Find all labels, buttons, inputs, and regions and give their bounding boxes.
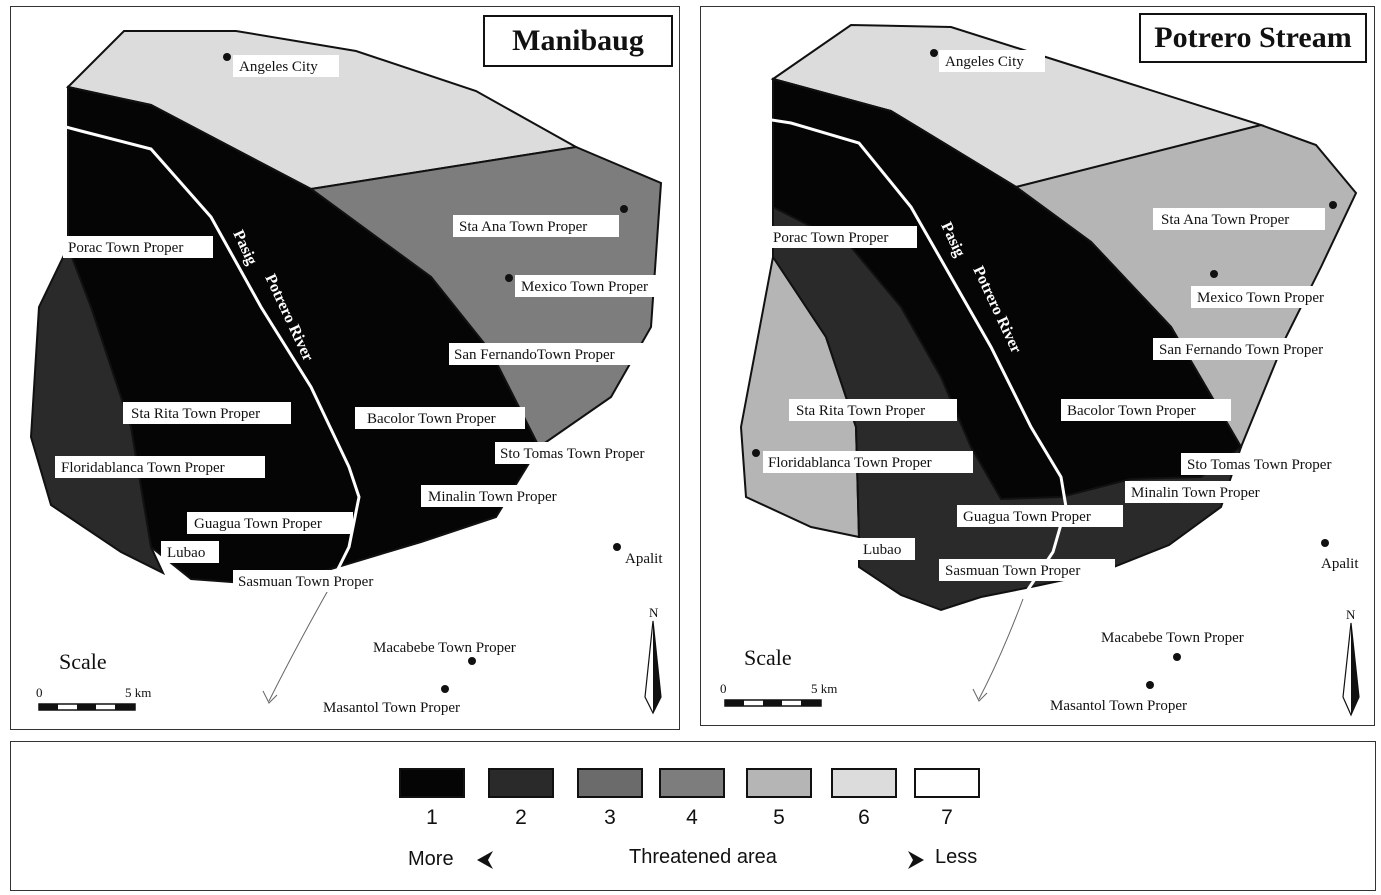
zone-class-2 xyxy=(29,244,166,576)
zone-class-1 xyxy=(772,77,1243,501)
river-line xyxy=(20,113,361,574)
place-label: Sasmuan Town Proper xyxy=(238,574,373,590)
legend-less: Less xyxy=(935,846,978,868)
place-label: Porac Town Proper xyxy=(773,230,888,246)
legend-class-label: 7 xyxy=(941,806,953,829)
place-label: Apalit xyxy=(625,551,663,567)
river-line xyxy=(726,111,1068,598)
legend-more: More xyxy=(408,848,454,870)
legend-swatch-7 xyxy=(914,768,980,798)
river-extension xyxy=(268,584,332,702)
map-title-manibaug: Manibaug xyxy=(483,15,673,67)
place-dot xyxy=(505,274,513,282)
place-label: Floridablanca Town Proper xyxy=(61,460,225,476)
legend-class-label: 2 xyxy=(515,806,527,829)
legend-swatch-2 xyxy=(488,768,554,798)
place-label: Macabebe Town Proper xyxy=(1101,630,1244,646)
scale-title: Scale xyxy=(744,645,792,670)
north-label: N xyxy=(1346,607,1356,622)
map-title-potrero-stream: Potrero Stream xyxy=(1139,13,1367,63)
place-label: Bacolor Town Proper xyxy=(1067,403,1196,419)
place-label: Guagua Town Proper xyxy=(194,516,322,532)
place-label: Minalin Town Proper xyxy=(1131,485,1260,501)
north-label: N xyxy=(649,605,659,620)
scale-bar xyxy=(38,703,136,711)
scale-title: Scale xyxy=(59,649,107,674)
legend-class-label: 3 xyxy=(604,806,616,829)
legend-class-label: 6 xyxy=(858,806,870,829)
place-dot xyxy=(620,205,628,213)
place-label: Lubao xyxy=(167,545,205,561)
scale-bar xyxy=(724,699,822,707)
legend-panel: 1 2 3 4 5 6 7 More Threatened area Less xyxy=(10,741,1376,891)
place-label: Sasmuan Town Proper xyxy=(945,563,1080,579)
place-label: Floridablanca Town Proper xyxy=(768,455,932,471)
place-dot xyxy=(468,657,476,665)
place-label: Masantol Town Proper xyxy=(1050,698,1187,714)
arrow-right-icon xyxy=(908,851,924,869)
place-label: Sta Rita Town Proper xyxy=(131,406,260,422)
map-panel-manibaug: Pasig Potrero River Angeles City Porac T… xyxy=(10,6,680,730)
place-label: Angeles City xyxy=(945,54,1024,70)
river-arrowhead xyxy=(972,688,988,702)
place-dot xyxy=(613,543,621,551)
legend-swatch-1 xyxy=(399,768,465,798)
arrow-left-icon xyxy=(477,851,493,869)
place-label: Mexico Town Proper xyxy=(521,279,648,295)
place-dot xyxy=(1329,201,1337,209)
legend-class-label: 4 xyxy=(686,806,698,829)
place-label: Lubao xyxy=(863,542,901,558)
place-label: Apalit xyxy=(1321,556,1359,572)
legend-swatch-4 xyxy=(659,768,725,798)
place-dot xyxy=(752,449,760,457)
place-label: Sta Ana Town Proper xyxy=(1161,212,1289,228)
place-label: Sta Ana Town Proper xyxy=(459,219,587,235)
legend-class-label: 5 xyxy=(773,806,785,829)
scale-end: 5 km xyxy=(125,685,151,700)
river-arrowhead xyxy=(262,690,278,704)
map-panel-potrero-stream: Pasig Potrero River Angeles City Porac T… xyxy=(700,6,1375,726)
map-potrero-stream: Pasig Potrero River Angeles City Porac T… xyxy=(720,23,1369,717)
place-dot xyxy=(1210,270,1218,278)
place-label: Masantol Town Proper xyxy=(323,700,460,716)
place-dot xyxy=(1173,653,1181,661)
north-arrow-icon xyxy=(644,620,662,715)
place-label: Macabebe Town Proper xyxy=(373,640,516,656)
place-label: San Fernando Town Proper xyxy=(1159,342,1323,358)
place-label: Sto Tomas Town Proper xyxy=(1187,457,1331,473)
place-label: San FernandoTown Proper xyxy=(454,347,615,363)
scale-end: 5 km xyxy=(811,681,837,696)
place-dot xyxy=(1146,681,1154,689)
place-label: Minalin Town Proper xyxy=(428,489,557,505)
place-dot xyxy=(1321,539,1329,547)
place-dot xyxy=(223,53,231,61)
legend-swatch-6 xyxy=(831,768,897,798)
place-label: Mexico Town Proper xyxy=(1197,290,1324,306)
place-label: Guagua Town Proper xyxy=(963,509,1091,525)
map-manibaug: Pasig Potrero River Angeles City Porac T… xyxy=(20,30,677,716)
scale-start: 0 xyxy=(36,685,43,700)
legend-swatch-3 xyxy=(577,768,643,798)
north-arrow-icon xyxy=(1342,622,1360,717)
place-label: Sta Rita Town Proper xyxy=(796,403,925,419)
river-extension xyxy=(978,598,1024,700)
place-label: Angeles City xyxy=(239,59,318,75)
legend-title: Threatened area xyxy=(629,846,777,868)
scale-start: 0 xyxy=(720,681,727,696)
place-dot xyxy=(930,49,938,57)
place-label: Bacolor Town Proper xyxy=(367,411,496,427)
legend-class-label: 1 xyxy=(426,806,438,829)
legend-swatch-5 xyxy=(746,768,812,798)
place-dot xyxy=(441,685,449,693)
place-label: Porac Town Proper xyxy=(68,240,183,256)
place-label: Sto Tomas Town Proper xyxy=(500,446,644,462)
